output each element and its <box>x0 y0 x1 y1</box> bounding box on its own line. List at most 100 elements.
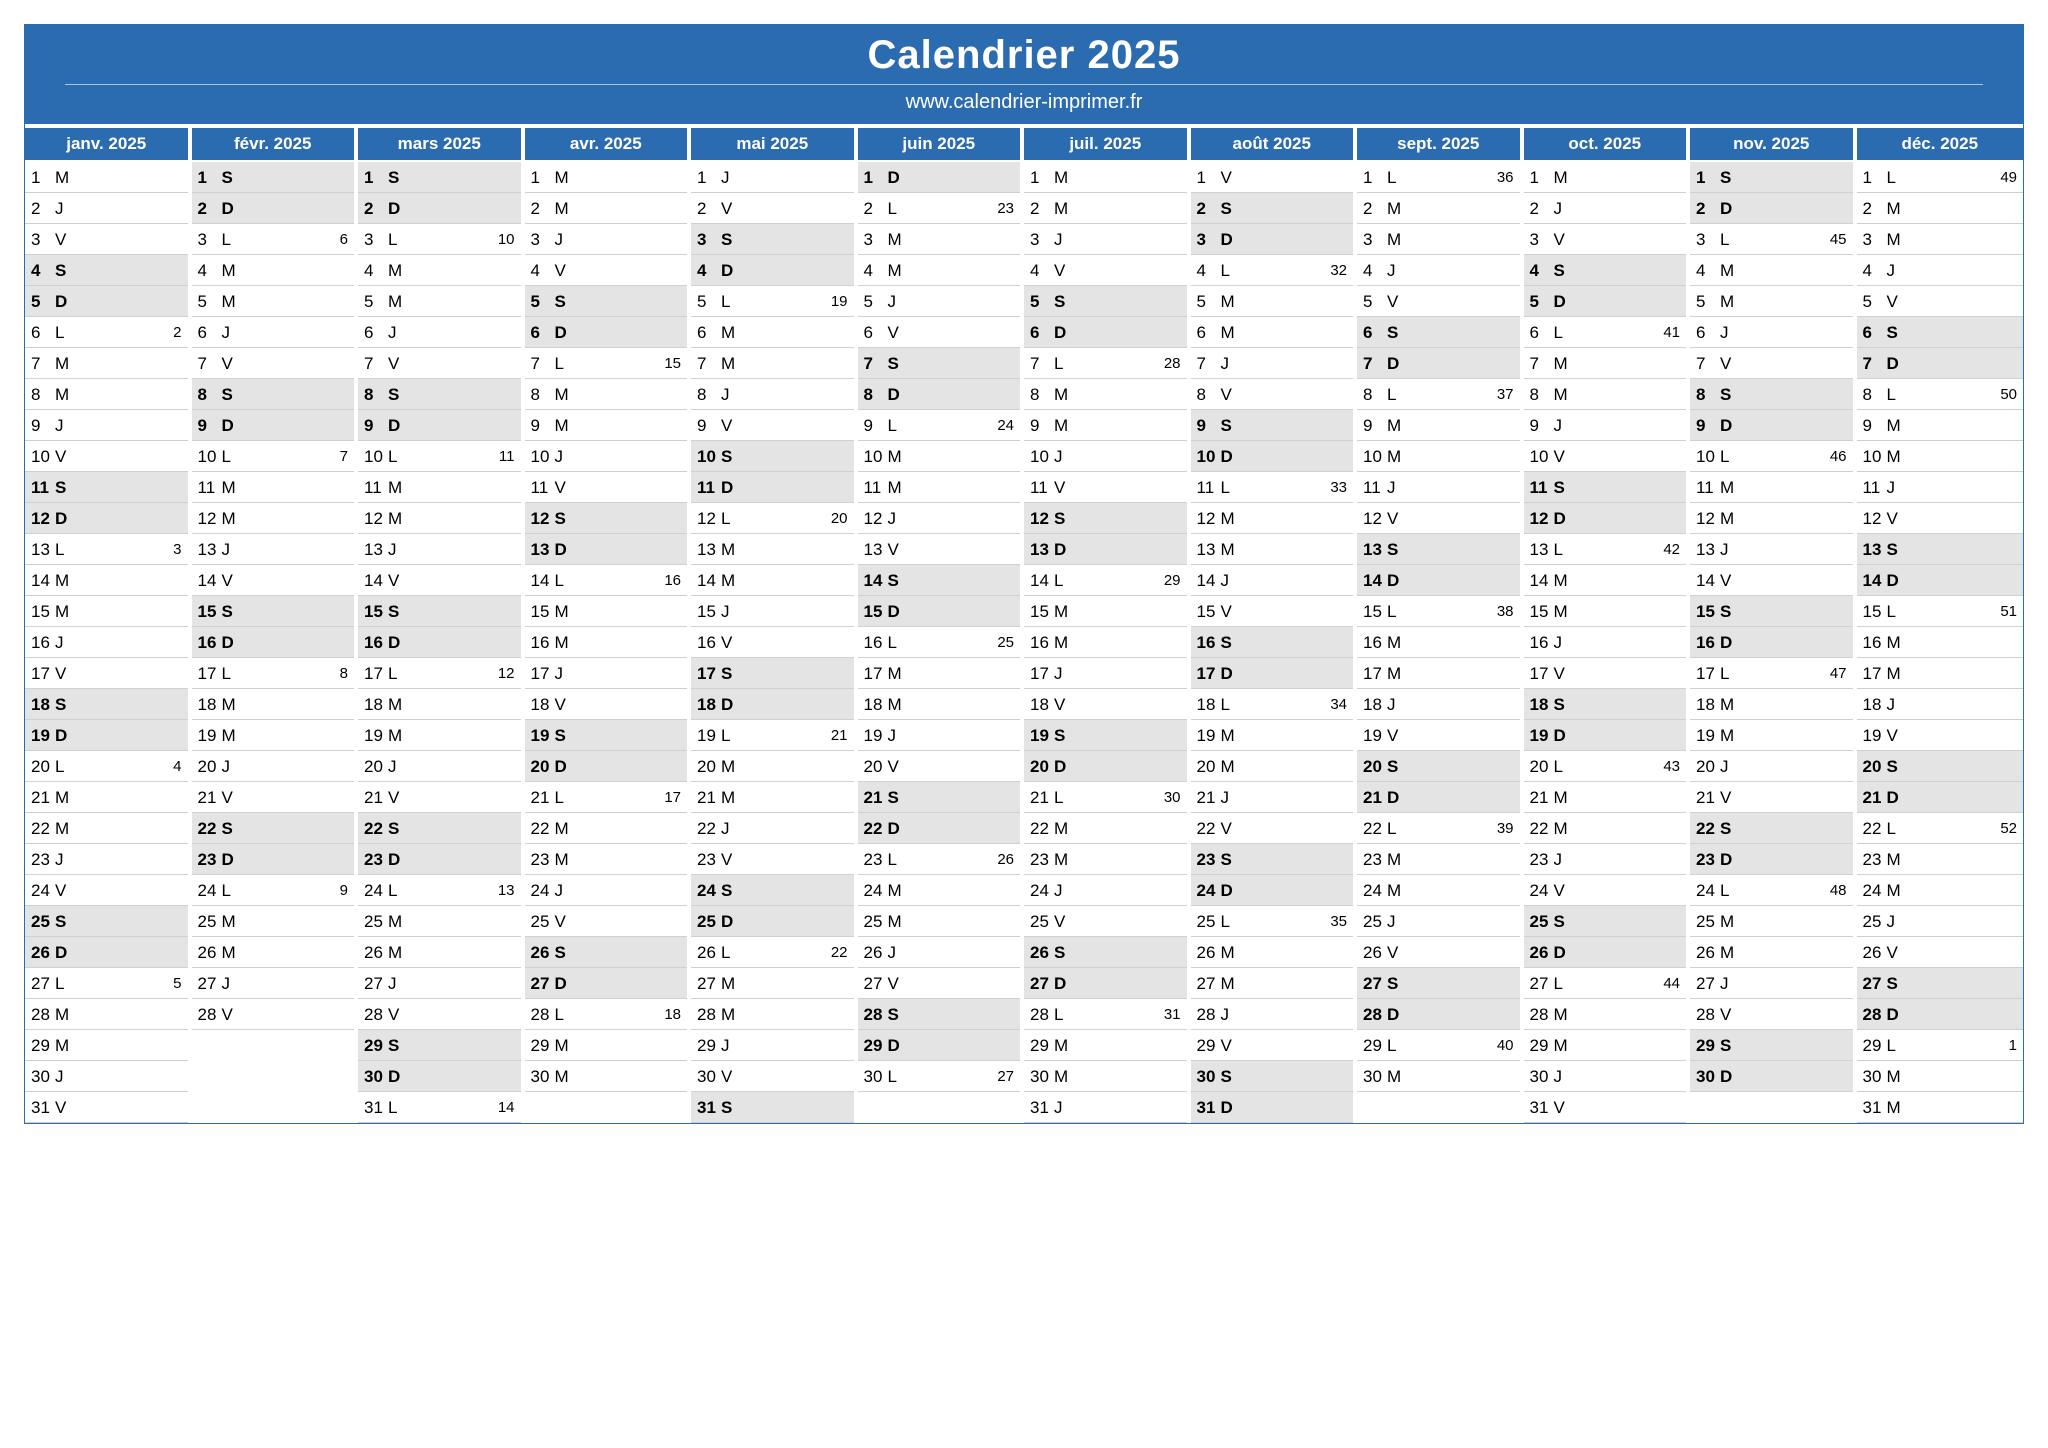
day-of-week: M <box>388 293 408 310</box>
day-number: 17 <box>1030 665 1054 682</box>
day-of-week: J <box>1887 696 1907 713</box>
day-of-week: M <box>388 913 408 930</box>
day-number: 7 <box>1197 355 1221 372</box>
day-number: 28 <box>1363 1006 1387 1023</box>
day-of-week: M <box>1887 882 1907 899</box>
day-of-week: M <box>555 634 575 651</box>
day-of-week: D <box>222 200 242 217</box>
day-number: 4 <box>364 262 388 279</box>
day-of-week: S <box>1554 262 1574 279</box>
day-cell: 8J <box>691 379 854 410</box>
day-cell: 13M <box>691 534 854 565</box>
day-number: 15 <box>31 603 55 620</box>
day-of-week: L <box>721 510 741 527</box>
day-cell: 30S <box>1191 1061 1354 1092</box>
day-cell: 14J <box>1191 565 1354 596</box>
day-number: 25 <box>1363 913 1387 930</box>
day-of-week: J <box>888 944 908 961</box>
day-cell: 6D <box>525 317 688 348</box>
day-cell: 23D <box>1690 844 1853 875</box>
day-number: 26 <box>531 944 555 961</box>
day-of-week: V <box>555 696 575 713</box>
day-of-week: S <box>1720 820 1740 837</box>
day-cell: 30D <box>1690 1061 1853 1092</box>
day-number: 5 <box>1197 293 1221 310</box>
day-number: 6 <box>1030 324 1054 341</box>
day-cell: 9M <box>525 410 688 441</box>
day-number: 2 <box>864 200 888 217</box>
day-of-week: J <box>1054 448 1074 465</box>
day-of-week: M <box>1554 603 1574 620</box>
day-number: 30 <box>364 1068 388 1085</box>
day-of-week: S <box>721 1099 741 1116</box>
day-number: 6 <box>1863 324 1887 341</box>
day-cell: 23J <box>25 844 188 875</box>
day-cell: 13S <box>1357 534 1520 565</box>
day-cell: 17J <box>1024 658 1187 689</box>
day-of-week: S <box>1887 541 1907 558</box>
day-number: 19 <box>1696 727 1720 744</box>
day-number: 22 <box>364 820 388 837</box>
day-of-week: M <box>1054 417 1074 434</box>
day-number: 9 <box>531 417 555 434</box>
day-cell: 13V <box>858 534 1021 565</box>
day-cell: 15M <box>1024 596 1187 627</box>
day-cell: 11V <box>525 472 688 503</box>
day-of-week: S <box>388 820 408 837</box>
day-cell: 7L28 <box>1024 348 1187 379</box>
day-cell: 6D <box>1024 317 1187 348</box>
day-of-week: J <box>888 293 908 310</box>
day-number: 21 <box>364 789 388 806</box>
day-number: 18 <box>531 696 555 713</box>
week-number: 7 <box>340 449 348 464</box>
day-cell: 7L15 <box>525 348 688 379</box>
day-cell: 27L44 <box>1524 968 1687 999</box>
day-number: 25 <box>31 913 55 930</box>
day-cell: 9D <box>358 410 521 441</box>
day-cell: 1J <box>691 162 854 193</box>
day-of-week: D <box>1720 851 1740 868</box>
day-of-week: J <box>1720 541 1740 558</box>
day-number: 12 <box>1363 510 1387 527</box>
week-number: 45 <box>1830 232 1847 247</box>
day-cell: 5L19 <box>691 286 854 317</box>
day-of-week: M <box>1387 1068 1407 1085</box>
day-number: 4 <box>697 262 721 279</box>
day-of-week: D <box>1054 541 1074 558</box>
day-of-week: D <box>388 634 408 651</box>
day-number: 12 <box>364 510 388 527</box>
day-number: 16 <box>198 634 222 651</box>
day-of-week: M <box>888 696 908 713</box>
day-cell: 12D <box>1524 503 1687 534</box>
day-number: 22 <box>198 820 222 837</box>
day-cell: 22L39 <box>1357 813 1520 844</box>
day-of-week: V <box>1554 448 1574 465</box>
day-number: 16 <box>1363 634 1387 651</box>
day-cell: 10L7 <box>192 441 355 472</box>
day-of-week: M <box>721 789 741 806</box>
day-cell: 6L41 <box>1524 317 1687 348</box>
day-of-week: J <box>1221 789 1241 806</box>
day-cell: 28D <box>1857 999 2024 1030</box>
day-of-week: V <box>1554 1099 1574 1116</box>
month-header: août 2025 <box>1191 124 1354 162</box>
day-number: 11 <box>1363 479 1387 496</box>
day-cell: 2M <box>1857 193 2024 224</box>
day-number: 18 <box>864 696 888 713</box>
day-number: 14 <box>697 572 721 589</box>
day-cell: 16V <box>691 627 854 658</box>
day-of-week: J <box>888 510 908 527</box>
day-of-week: S <box>55 696 75 713</box>
month-column: mai 20251J2V3S4D5L196M7M8J9V10S11D12L201… <box>691 124 858 1123</box>
day-number: 26 <box>31 944 55 961</box>
day-cell: 5D <box>25 286 188 317</box>
day-number: 18 <box>1696 696 1720 713</box>
day-cell: 18J <box>1357 689 1520 720</box>
day-number: 23 <box>864 851 888 868</box>
day-cell: 28L18 <box>525 999 688 1030</box>
day-cell: 2J <box>1524 193 1687 224</box>
day-cell: 15S <box>1690 596 1853 627</box>
day-number: 15 <box>1363 603 1387 620</box>
day-of-week: D <box>55 510 75 527</box>
day-number: 15 <box>864 603 888 620</box>
